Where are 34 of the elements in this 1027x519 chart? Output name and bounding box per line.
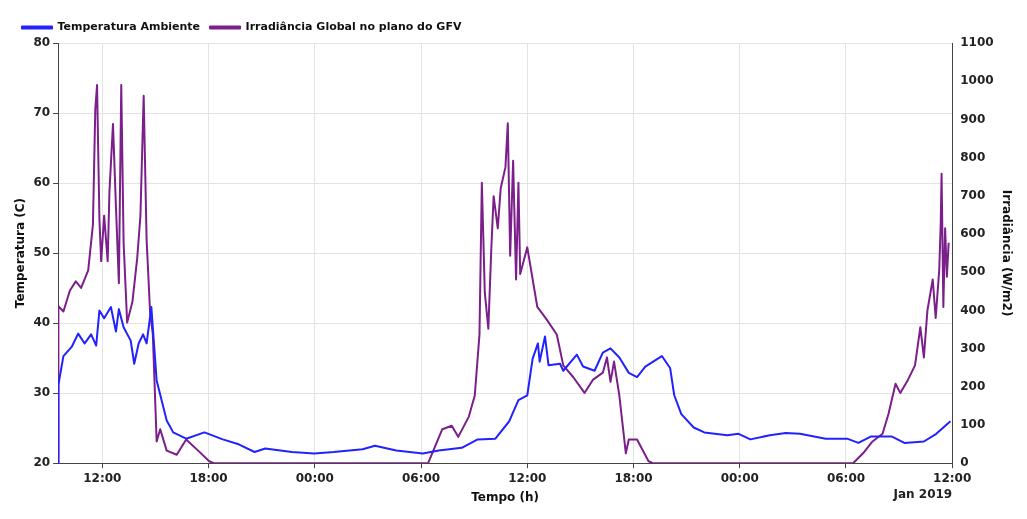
text: Jan 2019 — [892, 487, 953, 502]
x-tick-label: 18:00 — [189, 470, 228, 485]
x-axis-title: Tempo (h) — [471, 489, 540, 504]
y-tick-label: 40 — [33, 315, 51, 330]
y-tick-label: 60 — [33, 175, 51, 190]
y2-tick-label: 700 — [960, 187, 986, 202]
y2-tick-label: 500 — [960, 264, 986, 279]
x-tick-label: 12:00 — [933, 470, 972, 485]
y2-tick-label: 600 — [960, 226, 986, 241]
y2-tick-label: 400 — [960, 302, 986, 317]
y2-axis-title: Irradiância (W/m2) — [999, 189, 1014, 317]
y-tick-label: 70 — [33, 105, 51, 120]
y-tick-label: 30 — [33, 385, 51, 400]
x-tick-label: 06:00 — [826, 470, 866, 485]
y2-tick-label: 200 — [960, 378, 986, 393]
y-tick-label: 80 — [33, 35, 51, 50]
x-tick-label: 00:00 — [720, 470, 759, 485]
x-tick-label: 00:00 — [295, 470, 334, 485]
legend-label: Irradiância Global no plano do GFV — [245, 20, 462, 34]
y2-tick-label: 800 — [960, 149, 986, 164]
y-tick-label: 20 — [33, 455, 51, 470]
x-tick-label: 12:00 — [508, 470, 547, 485]
y2-tick-label: 0 — [960, 455, 969, 470]
legend-label: Temperatura Ambiente — [57, 20, 201, 34]
y-axis-title: Temperatura (C) — [13, 197, 28, 309]
y2-tick-label: 1100 — [960, 35, 994, 50]
x-tick-label: 06:00 — [401, 470, 441, 485]
y2-tick-label: 300 — [960, 340, 986, 355]
y2-tick-label: 100 — [960, 417, 986, 432]
x-tick-label: 12:00 — [83, 470, 122, 485]
y2-tick-label: 1000 — [960, 73, 994, 88]
x-tick-label: 18:00 — [614, 470, 653, 485]
y2-tick-label: 900 — [960, 111, 986, 126]
y-tick-label: 50 — [33, 245, 51, 260]
